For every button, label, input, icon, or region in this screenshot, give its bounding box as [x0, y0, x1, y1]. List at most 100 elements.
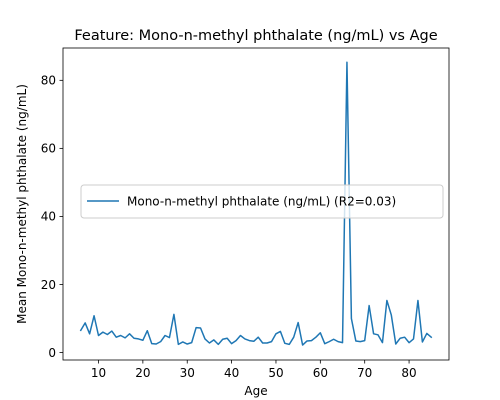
data-point	[408, 342, 410, 344]
legend: Mono-n-methyl phthalate (ng/mL) (R2=0.03…	[80, 184, 444, 219]
data-point	[284, 343, 286, 345]
data-point	[346, 61, 348, 63]
data-point	[280, 331, 282, 333]
data-point	[222, 338, 224, 340]
data-point	[146, 330, 148, 332]
data-point	[204, 338, 206, 340]
data-point	[368, 305, 370, 307]
data-point	[235, 340, 237, 342]
y-axis-label: Mean Mono-n-methyl phthalate (ng/mL)	[15, 84, 29, 324]
data-point	[430, 336, 432, 338]
x-axis-label: Age	[244, 384, 267, 398]
data-point	[324, 343, 326, 345]
data-point	[217, 344, 219, 346]
data-point	[182, 341, 184, 343]
data-point	[382, 342, 384, 344]
data-point	[275, 333, 277, 335]
data-point	[169, 337, 171, 339]
data-point	[262, 342, 264, 344]
data-point	[377, 334, 379, 336]
data-point	[120, 335, 122, 337]
data-point	[133, 337, 135, 339]
data-point	[404, 336, 406, 338]
y-tick-label: 40	[41, 210, 56, 224]
legend-box	[80, 184, 444, 219]
data-point	[422, 341, 424, 343]
data-point	[328, 341, 330, 343]
data-point	[226, 337, 228, 339]
data-point	[271, 341, 273, 343]
data-point	[302, 344, 304, 346]
x-tick-label: 10	[91, 366, 106, 380]
data-point	[364, 340, 366, 342]
data-point	[155, 343, 157, 345]
data-point	[351, 318, 353, 320]
data-point	[178, 344, 180, 346]
plot-frame	[62, 47, 450, 361]
data-point	[231, 343, 233, 345]
data-point	[395, 343, 397, 345]
data-point	[173, 314, 175, 316]
data-point	[84, 322, 86, 324]
data-point	[151, 343, 153, 345]
data-point	[102, 331, 104, 333]
data-point	[266, 342, 268, 344]
data-point	[129, 333, 131, 335]
data-point	[342, 342, 344, 344]
x-tick-label: 50	[268, 366, 283, 380]
data-point	[89, 333, 91, 335]
data-point	[244, 338, 246, 340]
data-point	[160, 341, 162, 343]
y-tick-label: 20	[41, 278, 56, 292]
data-point	[413, 338, 415, 340]
data-point	[288, 344, 290, 346]
data-point	[115, 336, 117, 338]
data-point	[80, 330, 82, 332]
x-tick-label: 60	[313, 366, 328, 380]
data-point	[333, 338, 335, 340]
data-point	[209, 342, 211, 344]
data-point	[257, 336, 259, 338]
data-point	[373, 333, 375, 335]
data-point	[138, 338, 140, 340]
data-point	[253, 340, 255, 342]
legend-label: Mono-n-methyl phthalate (ng/mL) (R2=0.03…	[127, 195, 396, 209]
data-point	[306, 340, 308, 342]
data-point	[417, 300, 419, 302]
data-point	[311, 340, 313, 342]
data-point	[297, 322, 299, 324]
data-point	[391, 314, 393, 316]
x-tick-label: 40	[224, 366, 239, 380]
data-point	[240, 335, 242, 337]
x-tick-label: 80	[401, 366, 416, 380]
data-point	[200, 327, 202, 329]
series-line	[79, 61, 433, 346]
x-tick-label: 70	[357, 366, 372, 380]
y-tick-label: 0	[48, 346, 56, 360]
data-point	[93, 315, 95, 317]
data-point	[249, 340, 251, 342]
data-point	[359, 341, 361, 343]
data-point	[191, 342, 193, 344]
x-tick-label: 30	[180, 366, 195, 380]
chart-title: Feature: Mono-n-methyl phthalate (ng/mL)…	[74, 28, 437, 44]
data-point	[124, 337, 126, 339]
data-point	[315, 336, 317, 338]
data-point	[186, 343, 188, 345]
x-tick-label: 20	[135, 366, 150, 380]
data-point	[107, 334, 109, 336]
y-tick-label: 60	[41, 142, 56, 156]
data-point	[142, 339, 144, 341]
data-point	[355, 340, 357, 342]
data-point	[386, 300, 388, 302]
data-point	[98, 335, 100, 337]
data-point	[399, 337, 401, 339]
data-point	[426, 333, 428, 335]
data-point	[337, 341, 339, 343]
data-point	[213, 339, 215, 341]
data-point	[293, 336, 295, 338]
y-tick-label: 80	[41, 74, 56, 88]
data-point	[320, 332, 322, 334]
data-point	[195, 327, 197, 329]
